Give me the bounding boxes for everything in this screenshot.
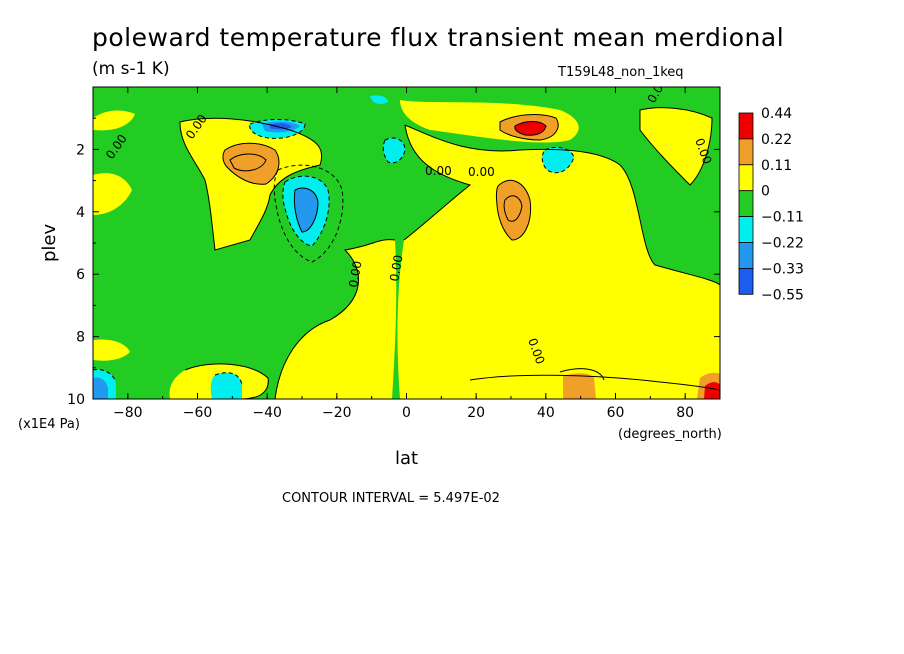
plot-area: 0.00 0.00 0.00 0.00 0.00 0.00 0.00 0.00 … <box>93 87 720 399</box>
x-tick-label: 20 <box>467 405 485 421</box>
x-axis: −80 −60 −40 −20 0 20 40 60 80 <box>92 87 721 421</box>
x-tick-label: −20 <box>322 405 352 421</box>
y-tick-label: 2 <box>76 142 85 158</box>
contour-interval-note: CONTOUR INTERVAL = 5.497E-02 <box>282 491 500 506</box>
colorbar: 0.44 0.22 0.11 0 −0.11 −0.22 −0.33 −0.55 <box>738 106 804 303</box>
chart-title: poleward temperature flux transient mean… <box>92 23 784 52</box>
colorbar-level-label: 0 <box>761 184 770 200</box>
colorbar-level-label: −0.33 <box>761 261 804 277</box>
colorbar-swatch <box>738 138 754 166</box>
colorbar-swatch <box>738 164 754 192</box>
contour-lines <box>179 107 720 399</box>
y-tick-label: 8 <box>76 330 85 346</box>
colorbar-level-label: −0.11 <box>761 210 804 226</box>
y-tick-label: 4 <box>76 205 85 221</box>
x-tick-label: −40 <box>252 405 282 421</box>
x-axis-label: lat <box>395 448 418 469</box>
colorbar-swatch <box>738 190 754 217</box>
yellow-regions <box>93 100 720 399</box>
chart-units: (m s-1 K) <box>92 59 170 79</box>
x-tick-label: −80 <box>113 405 143 421</box>
colorbar-level-label: 0.22 <box>761 132 792 148</box>
contour-label: 0.00 <box>346 260 364 289</box>
dark-blue-regions <box>270 123 292 130</box>
colorbar-level-label: −0.22 <box>761 236 804 252</box>
contour-lines-negative <box>93 119 575 386</box>
colorbar-level-label: −0.55 <box>761 287 804 303</box>
colorbar-level-label: 0.44 <box>761 106 792 122</box>
colorbar-level-label: 0.11 <box>761 158 792 174</box>
colorbar-swatch <box>738 112 754 140</box>
run-label: T159L48_non_1keq <box>557 65 684 80</box>
x-tick-label: 0 <box>402 405 411 421</box>
contour-label: 0.00 <box>387 254 405 283</box>
colorbar-swatch <box>738 267 754 295</box>
y-tick-label: 6 <box>76 267 85 283</box>
contour-label: 0.00 <box>468 165 495 179</box>
colorbar-swatch <box>738 216 754 243</box>
contour-label: 0.00 <box>425 164 452 178</box>
x-tick-label: −60 <box>183 405 213 421</box>
x-tick-label: 40 <box>537 405 555 421</box>
x-axis-units: (degrees_north) <box>618 427 722 442</box>
y-tick-label: 10 <box>67 392 85 408</box>
y-axis-label: plev <box>39 223 60 262</box>
red-regions <box>514 121 720 399</box>
y-axis: 2 4 6 8 10 <box>67 117 720 408</box>
colorbar-swatch <box>738 242 754 269</box>
y-axis-units: (x1E4 Pa) <box>18 417 80 432</box>
x-tick-label: 80 <box>676 405 694 421</box>
x-tick-label: 60 <box>607 405 625 421</box>
